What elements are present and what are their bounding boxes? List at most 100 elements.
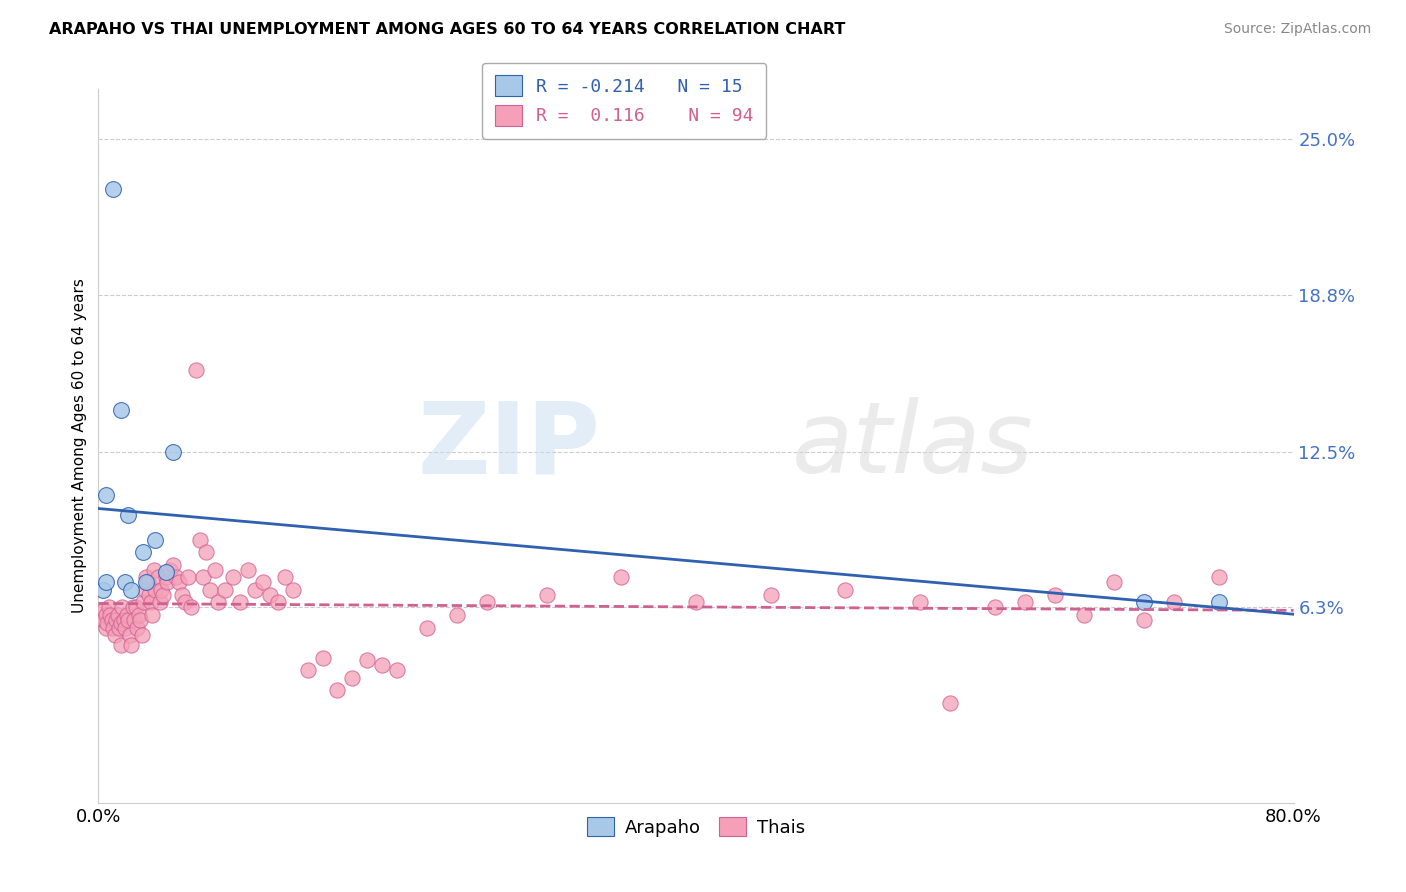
Point bbox=[342, 671, 364, 685]
Point bbox=[204, 563, 226, 577]
Point bbox=[311, 650, 333, 665]
Point bbox=[136, 575, 159, 590]
Point bbox=[1208, 595, 1230, 609]
Point bbox=[139, 595, 162, 609]
Point bbox=[834, 582, 856, 597]
Point bbox=[207, 595, 229, 609]
Point bbox=[127, 621, 149, 635]
Point bbox=[94, 575, 117, 590]
Point bbox=[131, 628, 153, 642]
Point bbox=[1208, 570, 1230, 584]
Point bbox=[356, 653, 378, 667]
Point bbox=[297, 663, 319, 677]
Point bbox=[177, 570, 200, 584]
Point bbox=[536, 588, 558, 602]
Point bbox=[104, 628, 127, 642]
Point bbox=[135, 575, 157, 590]
Point bbox=[267, 595, 290, 609]
Point bbox=[125, 600, 148, 615]
Point bbox=[214, 582, 236, 597]
Point bbox=[150, 582, 173, 597]
Point bbox=[1014, 595, 1036, 609]
Point bbox=[141, 607, 163, 622]
Point bbox=[96, 615, 118, 630]
Point bbox=[200, 582, 222, 597]
Point bbox=[110, 615, 132, 630]
Point bbox=[152, 588, 174, 602]
Point bbox=[120, 638, 142, 652]
Point bbox=[124, 613, 146, 627]
Point bbox=[759, 588, 782, 602]
Point bbox=[174, 595, 197, 609]
Point bbox=[184, 362, 207, 376]
Point bbox=[105, 613, 128, 627]
Point bbox=[138, 588, 160, 602]
Point bbox=[149, 595, 172, 609]
Point bbox=[132, 595, 155, 609]
Point bbox=[939, 696, 962, 710]
Point bbox=[110, 638, 132, 652]
Point bbox=[1133, 595, 1156, 609]
Point bbox=[143, 533, 166, 547]
Point bbox=[167, 575, 190, 590]
Point bbox=[108, 621, 131, 635]
Text: atlas: atlas bbox=[792, 398, 1033, 494]
Point bbox=[156, 575, 179, 590]
Point bbox=[162, 558, 184, 572]
Legend: Arapaho, Thais: Arapaho, Thais bbox=[579, 809, 813, 844]
Point bbox=[143, 582, 166, 597]
Point bbox=[416, 621, 439, 635]
Point bbox=[132, 545, 155, 559]
Point bbox=[685, 595, 707, 609]
Point bbox=[148, 570, 170, 584]
Point bbox=[142, 563, 165, 577]
Point bbox=[114, 621, 136, 635]
Y-axis label: Unemployment Among Ages 60 to 64 years: Unemployment Among Ages 60 to 64 years bbox=[72, 278, 87, 614]
Point bbox=[135, 570, 157, 584]
Point bbox=[97, 600, 120, 615]
Point bbox=[94, 621, 117, 635]
Point bbox=[94, 607, 117, 622]
Point bbox=[984, 600, 1007, 615]
Point bbox=[1163, 595, 1185, 609]
Point bbox=[107, 607, 129, 622]
Point bbox=[1104, 575, 1126, 590]
Point bbox=[908, 595, 931, 609]
Point bbox=[172, 588, 194, 602]
Point bbox=[446, 607, 468, 622]
Point bbox=[162, 445, 184, 459]
Point bbox=[326, 683, 349, 698]
Point bbox=[117, 613, 139, 627]
Point bbox=[159, 563, 181, 577]
Point bbox=[229, 595, 252, 609]
Point bbox=[1133, 613, 1156, 627]
Point bbox=[281, 582, 304, 597]
Point bbox=[371, 658, 394, 673]
Point bbox=[191, 570, 214, 584]
Point bbox=[252, 575, 274, 590]
Point bbox=[1073, 607, 1095, 622]
Point bbox=[155, 570, 177, 584]
Text: ARAPAHO VS THAI UNEMPLOYMENT AMONG AGES 60 TO 64 YEARS CORRELATION CHART: ARAPAHO VS THAI UNEMPLOYMENT AMONG AGES … bbox=[49, 22, 845, 37]
Point bbox=[128, 607, 150, 622]
Point bbox=[180, 600, 202, 615]
Point bbox=[120, 582, 142, 597]
Point bbox=[91, 582, 114, 597]
Point bbox=[475, 595, 498, 609]
Point bbox=[118, 628, 141, 642]
Point bbox=[129, 613, 152, 627]
Point bbox=[195, 545, 218, 559]
Point bbox=[103, 182, 125, 196]
Point bbox=[114, 575, 136, 590]
Text: Source: ZipAtlas.com: Source: ZipAtlas.com bbox=[1223, 22, 1371, 37]
Point bbox=[155, 566, 177, 580]
Point bbox=[134, 582, 156, 597]
Point bbox=[91, 613, 114, 627]
Point bbox=[98, 607, 122, 622]
Point bbox=[94, 488, 117, 502]
Point bbox=[188, 533, 211, 547]
Point bbox=[103, 621, 125, 635]
Point bbox=[165, 570, 187, 584]
Point bbox=[259, 588, 281, 602]
Point bbox=[110, 402, 132, 417]
